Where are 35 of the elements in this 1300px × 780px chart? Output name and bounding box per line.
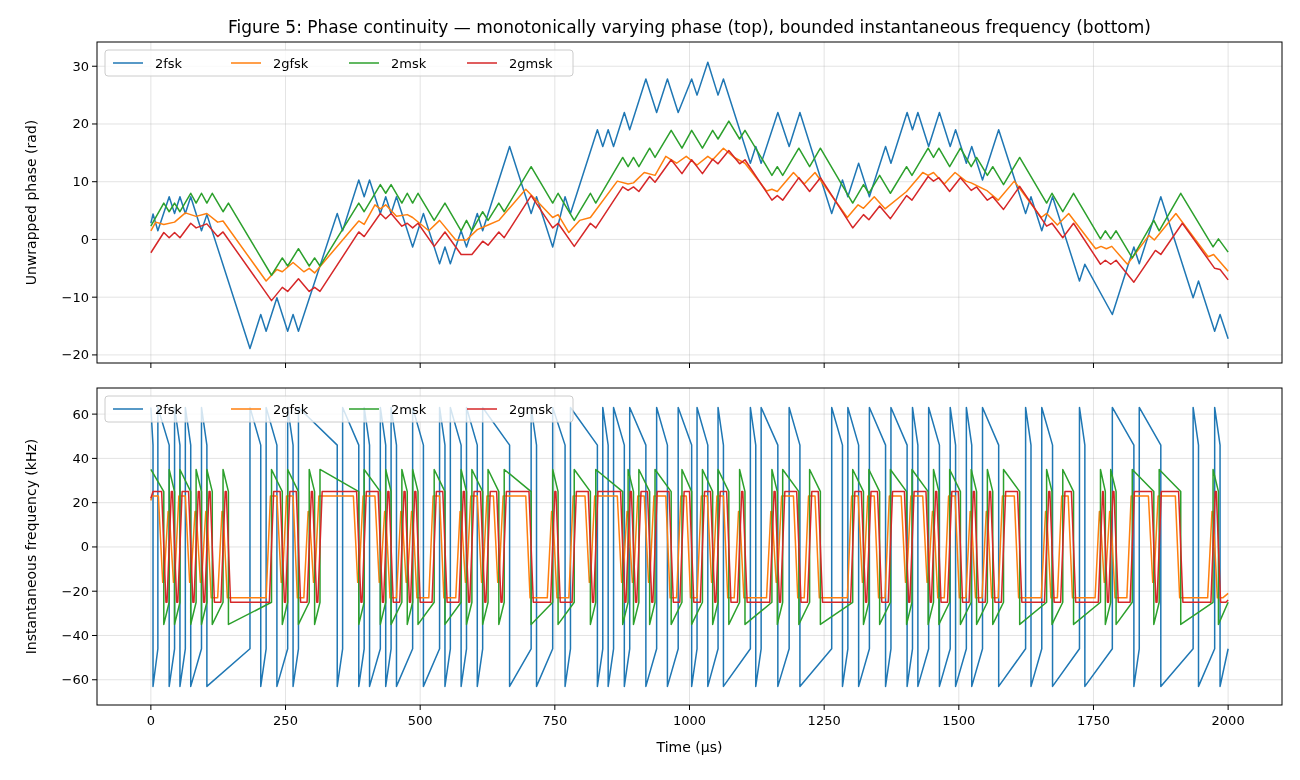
x-axis-title: Time (µs)	[655, 739, 723, 755]
y-tick-label: −20	[61, 347, 89, 363]
y-tick-label: 0	[80, 539, 89, 555]
legend-label: 2fsk	[155, 401, 183, 417]
x-tick-label: 1250	[807, 713, 841, 728]
legend-label: 2msk	[391, 401, 427, 417]
line-series	[150, 120, 1229, 276]
y-tick-label: −20	[61, 583, 89, 599]
x-tick-label: 1000	[672, 713, 707, 728]
x-tick-label: 1750	[1076, 713, 1111, 728]
legend-label: 2gfsk	[273, 55, 309, 71]
y-tick-label: −40	[61, 627, 89, 643]
y-tick-label: 20	[72, 495, 89, 511]
x-tick-label: 250	[273, 713, 298, 728]
y-tick-label: −10	[61, 289, 89, 305]
legend-label: 2msk	[391, 55, 427, 71]
x-tick-label: 500	[407, 713, 433, 728]
x-tick-label: 2000	[1211, 713, 1245, 728]
legend-label: 2gfsk	[273, 401, 309, 417]
x-tick-label: 0	[146, 713, 155, 728]
y-tick-label: 0	[80, 231, 89, 247]
y-tick-label: 20	[72, 116, 89, 132]
chart-title: Figure 5: Phase continuity — monotonically varying phase (top), bounded instantaneous frequency (bottom)	[228, 17, 1151, 37]
legend-label: 2gmsk	[509, 401, 553, 417]
y-axis-title: Instantaneous frequency (kHz)	[23, 438, 39, 655]
y-tick-label: −60	[61, 672, 89, 688]
y-tick-label: 10	[72, 174, 89, 190]
legend-label: 2fsk	[155, 55, 183, 71]
x-tick-label: 1500	[942, 713, 976, 728]
x-tick-label: 750	[542, 713, 568, 728]
legend-label: 2gmsk	[509, 55, 553, 71]
y-axis-title: Unwrapped phase (rad)	[23, 119, 39, 286]
y-tick-label: 60	[72, 406, 89, 422]
y-tick-label: 30	[72, 58, 89, 74]
y-tick-label: 40	[72, 450, 89, 466]
